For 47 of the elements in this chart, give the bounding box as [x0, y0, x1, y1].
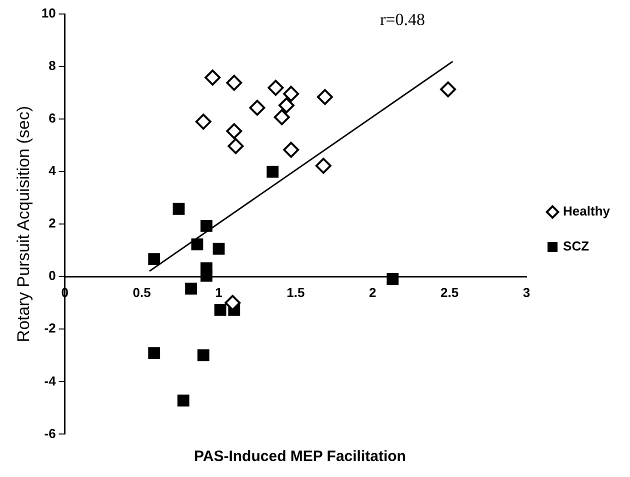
y-tick-label: 6	[48, 110, 56, 126]
annotation: r=0.48	[380, 10, 425, 30]
legend-label: SCZ	[563, 238, 590, 254]
point	[197, 349, 210, 362]
x-tick-label: 1.5	[286, 285, 305, 300]
point	[214, 304, 226, 316]
point	[278, 97, 294, 114]
y-tick-label: 2	[48, 216, 56, 231]
point	[274, 109, 290, 126]
x-tick-label: 0.5	[132, 285, 151, 300]
x-tick-label: 2.5	[440, 285, 459, 300]
x-tick-label: 2	[369, 285, 376, 300]
point	[200, 270, 212, 282]
point	[440, 81, 456, 98]
point	[226, 123, 242, 140]
point	[316, 88, 333, 105]
point	[191, 238, 204, 250]
point	[228, 138, 244, 154]
legend-label: Healthy	[563, 204, 611, 219]
x-tick-label: 3	[522, 285, 530, 300]
y-tick-label: 10	[41, 6, 56, 21]
point	[386, 273, 399, 285]
point	[315, 158, 332, 174]
point	[204, 70, 221, 86]
point	[185, 282, 198, 295]
y-tick-label: -4	[44, 373, 57, 388]
point	[177, 394, 190, 407]
point	[148, 347, 160, 359]
point	[283, 86, 300, 102]
y-tick-label: 4	[48, 163, 57, 178]
point	[268, 80, 284, 96]
point	[212, 242, 225, 255]
point	[195, 114, 212, 130]
point	[249, 100, 266, 116]
y-tick-label: -6	[44, 426, 56, 441]
x-tick-label: 1	[215, 285, 222, 300]
y-tick-label: -2	[44, 320, 56, 336]
point	[172, 202, 185, 215]
y-tick-label: 8	[48, 58, 56, 74]
point	[266, 166, 279, 178]
point	[200, 220, 212, 232]
point	[226, 74, 242, 91]
y-tick-label: 0	[48, 268, 56, 284]
y-axis-title: Rotary Pursuit Acquisition (sec)	[14, 106, 33, 342]
x-axis-title: PAS-Induced MEP Facilitation	[193, 448, 407, 465]
point	[148, 253, 160, 265]
point	[283, 142, 300, 158]
